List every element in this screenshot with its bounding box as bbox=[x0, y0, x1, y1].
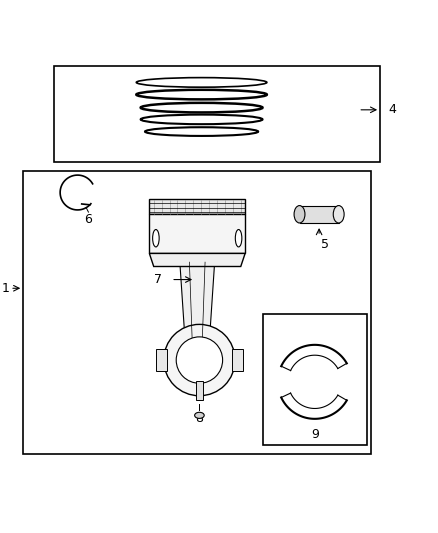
Ellipse shape bbox=[145, 127, 258, 136]
Circle shape bbox=[164, 325, 235, 396]
Bar bbox=[155, 349, 166, 371]
Polygon shape bbox=[149, 254, 245, 266]
Ellipse shape bbox=[235, 230, 242, 247]
Ellipse shape bbox=[136, 90, 267, 99]
Ellipse shape bbox=[333, 206, 344, 223]
Ellipse shape bbox=[136, 78, 267, 87]
Ellipse shape bbox=[141, 115, 262, 124]
Bar bbox=[23, 171, 371, 454]
Bar bbox=[300, 206, 339, 223]
Circle shape bbox=[176, 337, 223, 383]
Text: 9: 9 bbox=[311, 429, 319, 441]
Bar bbox=[149, 199, 245, 214]
Text: 4: 4 bbox=[389, 103, 397, 116]
Bar bbox=[196, 381, 203, 400]
Bar bbox=[149, 214, 245, 254]
Ellipse shape bbox=[294, 206, 305, 223]
Text: 8: 8 bbox=[195, 413, 203, 425]
Bar bbox=[262, 314, 367, 445]
Text: 1: 1 bbox=[1, 282, 9, 295]
Text: 7: 7 bbox=[155, 273, 162, 286]
Ellipse shape bbox=[194, 413, 204, 418]
Polygon shape bbox=[180, 262, 215, 360]
Ellipse shape bbox=[141, 103, 262, 112]
Ellipse shape bbox=[152, 230, 159, 247]
Text: 5: 5 bbox=[321, 238, 329, 251]
Bar bbox=[53, 66, 380, 162]
Bar bbox=[232, 349, 243, 371]
Text: 6: 6 bbox=[85, 213, 92, 227]
